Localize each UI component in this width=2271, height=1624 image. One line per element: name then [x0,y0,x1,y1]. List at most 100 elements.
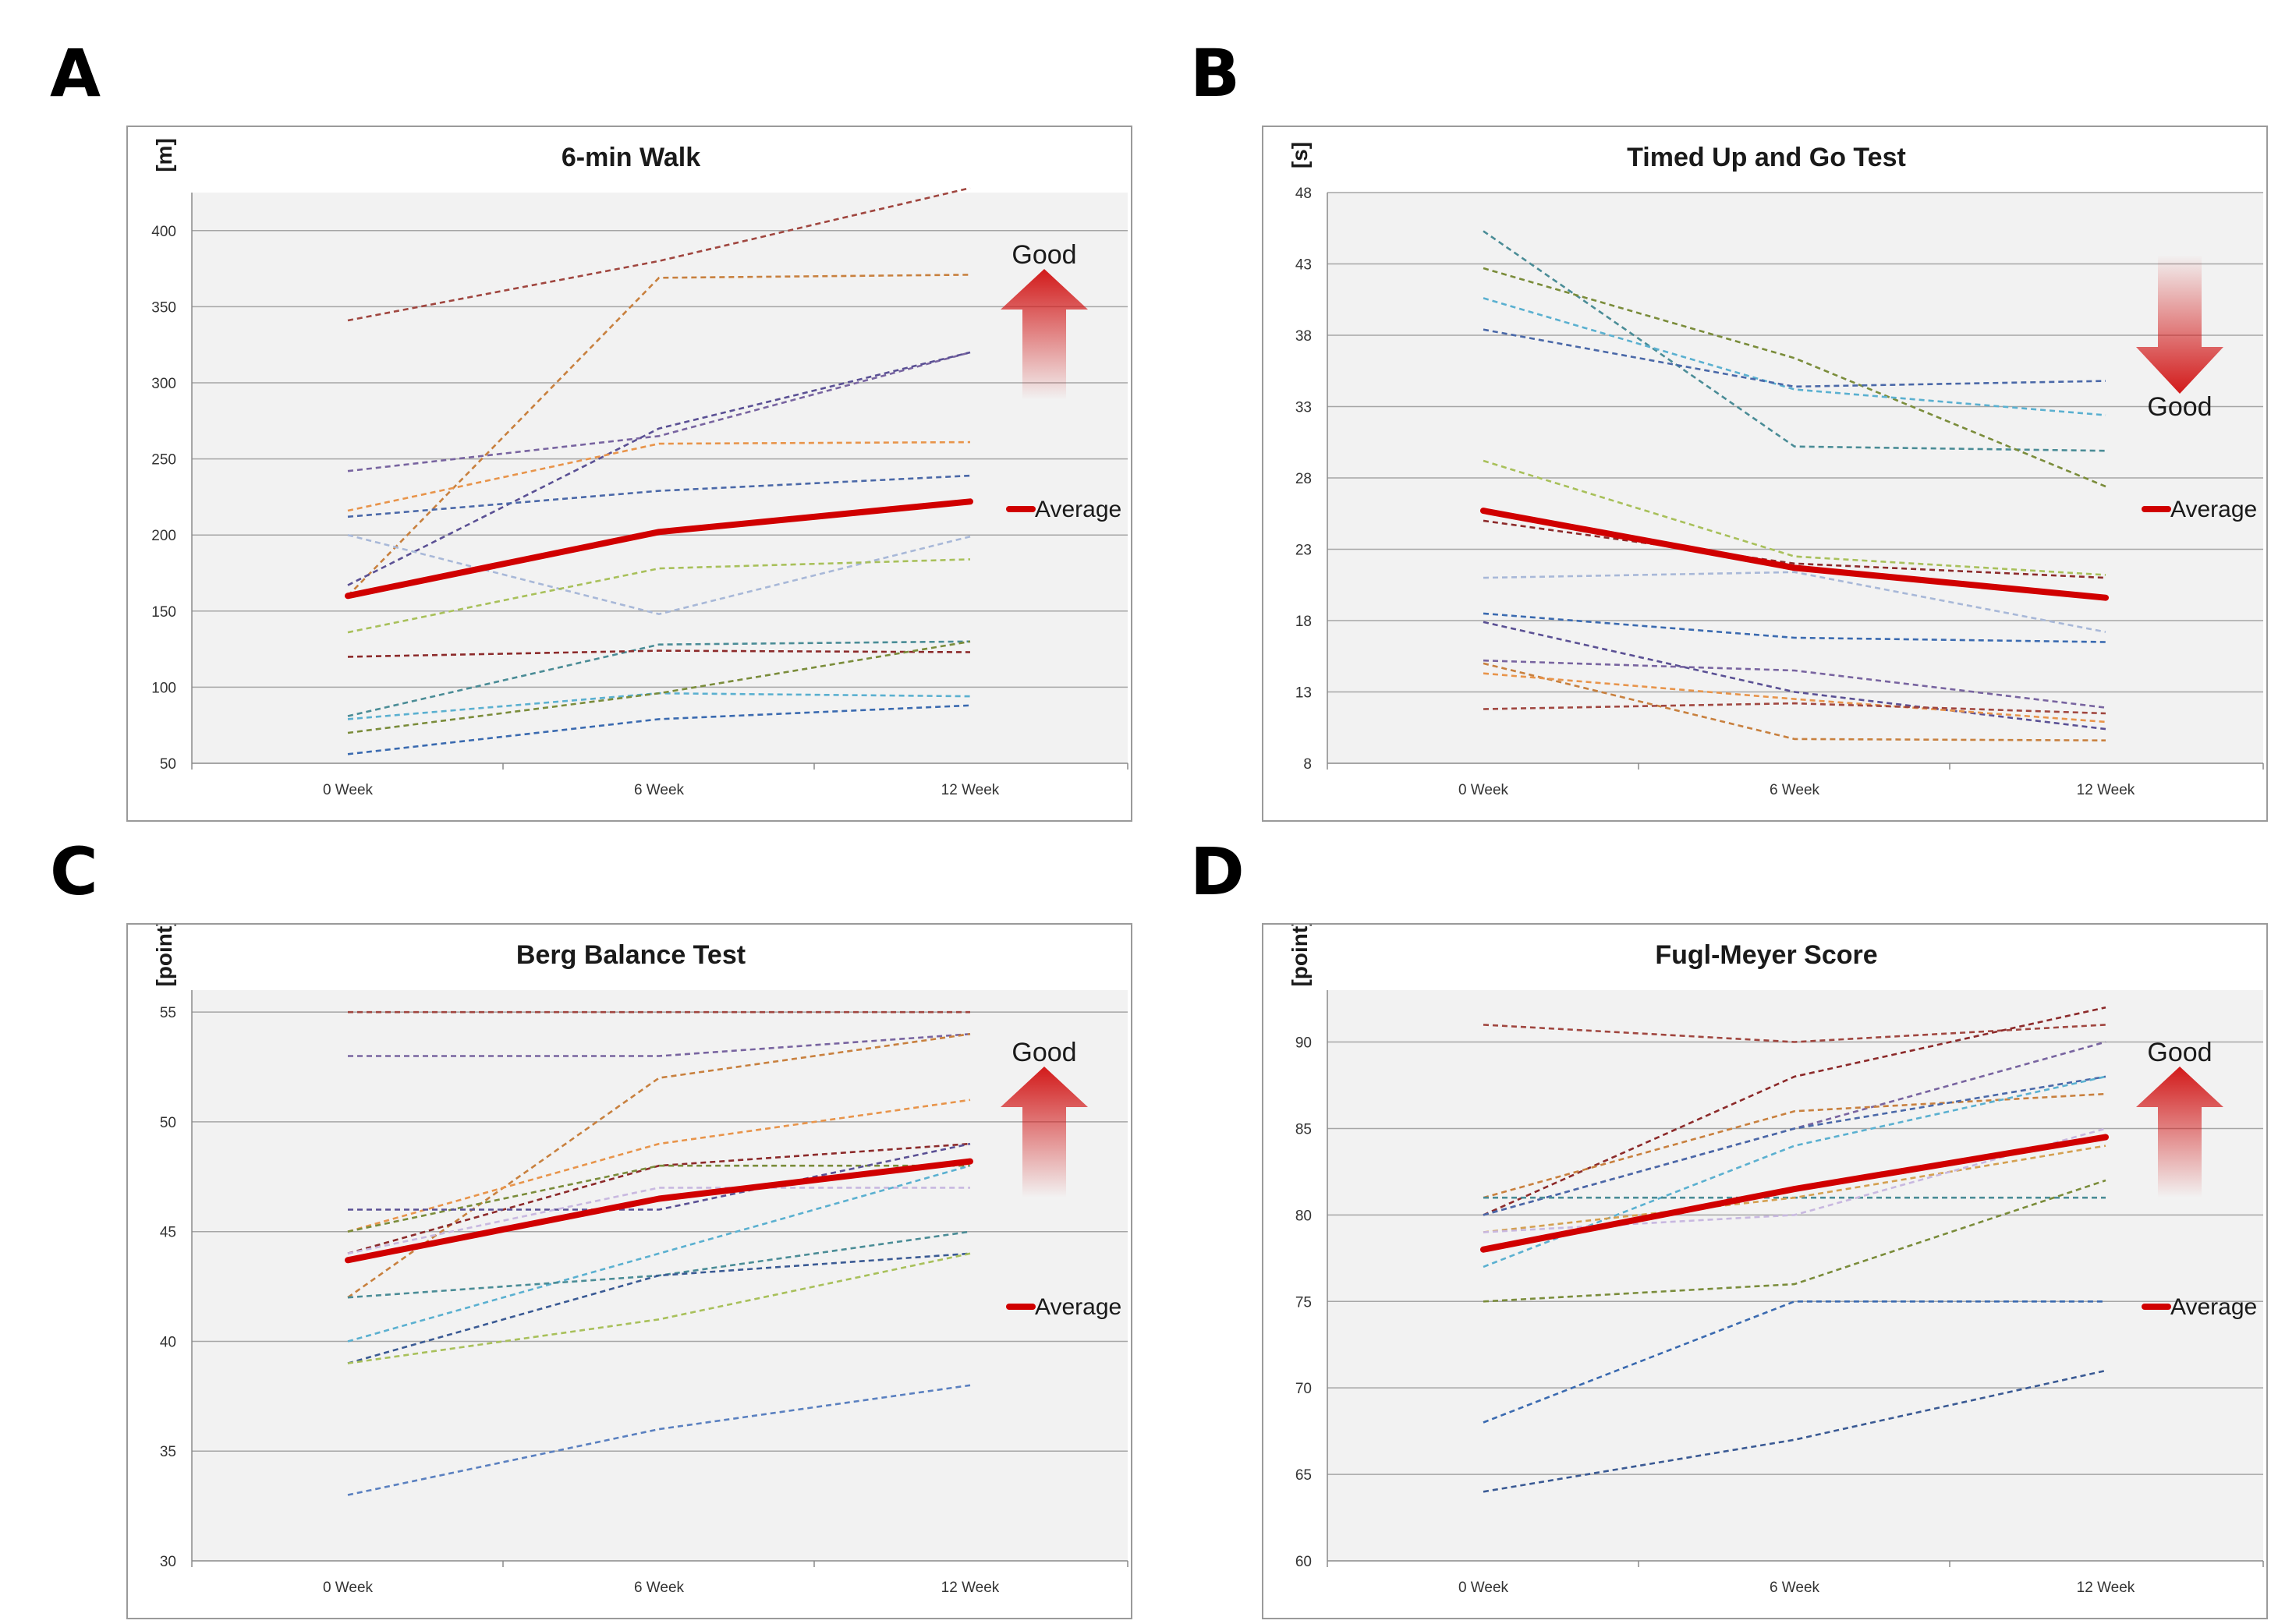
good-label: Good [1011,240,1076,270]
series-line-11 [347,1252,971,1364]
series-line-9 [347,640,971,717]
y-tick-label: 8 [1303,756,1312,773]
y-tick-label: 350 [151,299,176,316]
series-line-4 [347,351,971,586]
series-line-6 [1483,519,2106,579]
series-line-8 [1483,612,2106,643]
x-tick-label: 0 Week [323,782,374,798]
y-tick-label: 200 [151,528,176,544]
y-tick-label: 150 [151,604,176,621]
series-line-2 [347,274,971,597]
series-line-13 [347,704,971,755]
y-tick-label: 13 [1295,685,1312,702]
chart-a-svg: 50 100 150 200 250 300 350 400 0 Week 6 Week 12 We… [151,138,1128,798]
y-axis-label: [m] [152,138,176,172]
good-label: Good [1011,1038,1076,1067]
x-tick-label: 6 Week [1770,782,1820,798]
chart-panel-c: 30 35 40 45 50 55 0 Week 6 Week 12 Week Berg Bala… [126,923,1132,1619]
x-tick-label: 12 Week [2077,1580,2135,1596]
series-line-10 [347,649,971,658]
chart-panel-b: 8 13 18 23 28 33 38 43 48 0 Week 6 Week 12 Week Time… [1262,126,2268,822]
series-line-5 [347,440,971,512]
y-tick-label: 80 [1295,1208,1312,1224]
chart-b-svg: 8 13 18 23 28 33 38 43 48 0 Week 6 Week 12 Week Time… [1288,142,2264,798]
chart-title: Timed Up and Go Test [1627,143,1906,172]
x-tick-label: 12 Week [941,1580,1000,1596]
y-tick-label: 28 [1295,471,1312,487]
series-line-4 [1483,328,2106,388]
y-tick-label: 100 [151,680,176,696]
series-line-10 [1483,1179,2106,1303]
y-tick-label: 33 [1295,400,1312,416]
y-tick-label: 38 [1295,328,1312,345]
y-axis-label: [s] [1288,142,1312,168]
y-tick-label: 55 [160,1005,176,1021]
x-tick-label: 0 Week [1458,782,1509,798]
x-tick-label: 0 Week [1458,1580,1509,1596]
legend-average-label: Average [1035,1294,1121,1320]
series-line-7 [1483,571,2106,633]
x-tick-label: 6 Week [1770,1580,1820,1596]
y-tick-label: 23 [1295,543,1312,559]
series-line-5 [347,1142,971,1255]
series-line-5 [1483,1075,2106,1216]
good-up-arrow-icon [1001,269,1088,400]
plot-area [1327,990,2263,1561]
series-line-3 [347,351,971,472]
panel-label-c: C [50,833,98,910]
series-line-13 [1483,702,2106,715]
y-tick-label: 65 [1295,1467,1312,1484]
x-tick-label: 12 Week [2077,782,2135,798]
series-line-12 [347,1252,971,1364]
series-line-8 [347,1187,970,1255]
x-tick-label: 0 Week [323,1580,374,1596]
chart-title: Fugl-Meyer Score [1655,940,1877,970]
average-line [1480,508,2109,601]
series-line-12 [1483,1369,2106,1493]
average-line [345,1158,973,1264]
legend-average-label: Average [1035,497,1121,522]
series-line-7 [348,1142,971,1211]
y-tick-label: 250 [151,452,176,469]
x-tick-label: 6 Week [634,1580,685,1596]
chart-title: Berg Balance Test [516,940,746,970]
y-tick-label: 40 [160,1334,176,1350]
panel-label-a: A [50,35,101,111]
panel-label-b: B [1190,35,1241,111]
average-line [1480,1134,2109,1253]
series-line-12 [1483,672,2106,724]
y-tick-label: 70 [1295,1381,1312,1397]
y-tick-label: 90 [1295,1035,1312,1052]
series-line-10 [1483,659,2106,709]
good-label: Good [2147,1038,2212,1067]
good-up-arrow-icon [2136,1067,2223,1198]
chart-panel-d: 60 65 70 75 80 85 90 0 Week 6 Week 12 Week Fugl-Me… [1262,923,2268,1619]
series-line-4 [1483,1092,2106,1199]
series-line-8 [1483,1145,2106,1233]
series-line-4 [347,1099,971,1233]
chart-d-svg: 60 65 70 75 80 85 90 0 Week 6 Week 12 Week Fugl-Me… [1288,925,2264,1596]
average-line [345,498,973,600]
series-line-11 [1483,662,2106,741]
good-up-arrow-icon [1001,1067,1088,1198]
series-line-2 [348,1033,971,1057]
panel-label-d: D [1190,833,1245,910]
series-line-12 [347,640,971,734]
series-line-1 [1483,230,2106,452]
series-line-6 [347,474,971,518]
series-line-1 [347,186,971,322]
x-tick-label: 6 Week [634,782,685,798]
series-line-13 [347,1384,971,1496]
series-line-6 [1483,1075,2106,1268]
y-tick-label: 48 [1295,186,1312,202]
y-tick-label: 50 [160,756,176,773]
series-line-2 [1483,267,2106,488]
series-line-9 [347,1164,971,1343]
y-tick-label: 18 [1295,614,1312,630]
y-tick-label: 75 [1295,1294,1312,1311]
y-tick-label: 30 [160,1554,176,1570]
y-tick-label: 43 [1295,257,1312,274]
good-label: Good [2147,392,2212,422]
y-axis-label: [point] [152,925,176,987]
y-tick-label: 50 [160,1115,176,1131]
